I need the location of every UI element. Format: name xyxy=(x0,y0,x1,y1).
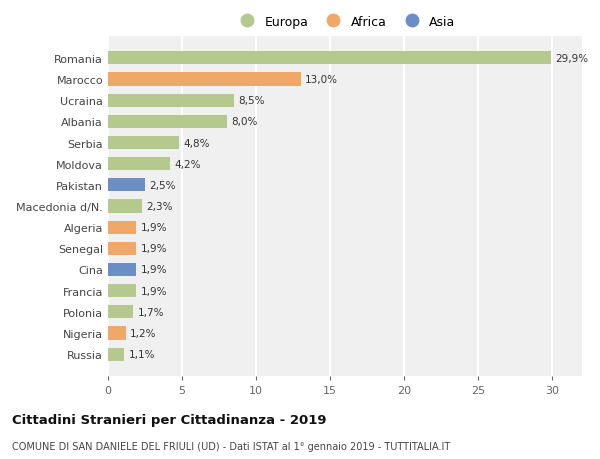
Bar xyxy=(108,285,136,297)
Bar xyxy=(108,158,170,171)
Text: 8,0%: 8,0% xyxy=(231,117,257,127)
Text: 2,3%: 2,3% xyxy=(146,202,173,212)
Text: 2,5%: 2,5% xyxy=(149,180,176,190)
Bar xyxy=(108,327,126,340)
Bar xyxy=(108,200,142,213)
Text: 8,5%: 8,5% xyxy=(238,96,265,106)
Bar xyxy=(108,348,124,361)
Text: 1,9%: 1,9% xyxy=(140,244,167,254)
Text: 4,8%: 4,8% xyxy=(184,138,210,148)
Bar xyxy=(108,116,227,129)
Text: COMUNE DI SAN DANIELE DEL FRIULI (UD) - Dati ISTAT al 1° gennaio 2019 - TUTTITAL: COMUNE DI SAN DANIELE DEL FRIULI (UD) - … xyxy=(12,441,450,451)
Bar xyxy=(108,263,136,276)
Text: 13,0%: 13,0% xyxy=(305,75,338,85)
Bar xyxy=(108,73,301,86)
Bar xyxy=(108,221,136,234)
Text: Cittadini Stranieri per Cittadinanza - 2019: Cittadini Stranieri per Cittadinanza - 2… xyxy=(12,413,326,426)
Bar xyxy=(108,242,136,255)
Text: 1,7%: 1,7% xyxy=(137,307,164,317)
Bar xyxy=(108,52,551,65)
Bar xyxy=(108,179,145,192)
Text: 29,9%: 29,9% xyxy=(556,54,589,64)
Text: 1,9%: 1,9% xyxy=(140,223,167,233)
Bar xyxy=(108,306,133,319)
Text: 1,2%: 1,2% xyxy=(130,328,157,338)
Bar xyxy=(108,95,234,107)
Legend: Europa, Africa, Asia: Europa, Africa, Asia xyxy=(235,16,455,29)
Bar xyxy=(108,137,179,150)
Text: 1,9%: 1,9% xyxy=(140,286,167,296)
Text: 1,1%: 1,1% xyxy=(129,349,155,359)
Text: 4,2%: 4,2% xyxy=(175,159,201,169)
Text: 1,9%: 1,9% xyxy=(140,265,167,275)
